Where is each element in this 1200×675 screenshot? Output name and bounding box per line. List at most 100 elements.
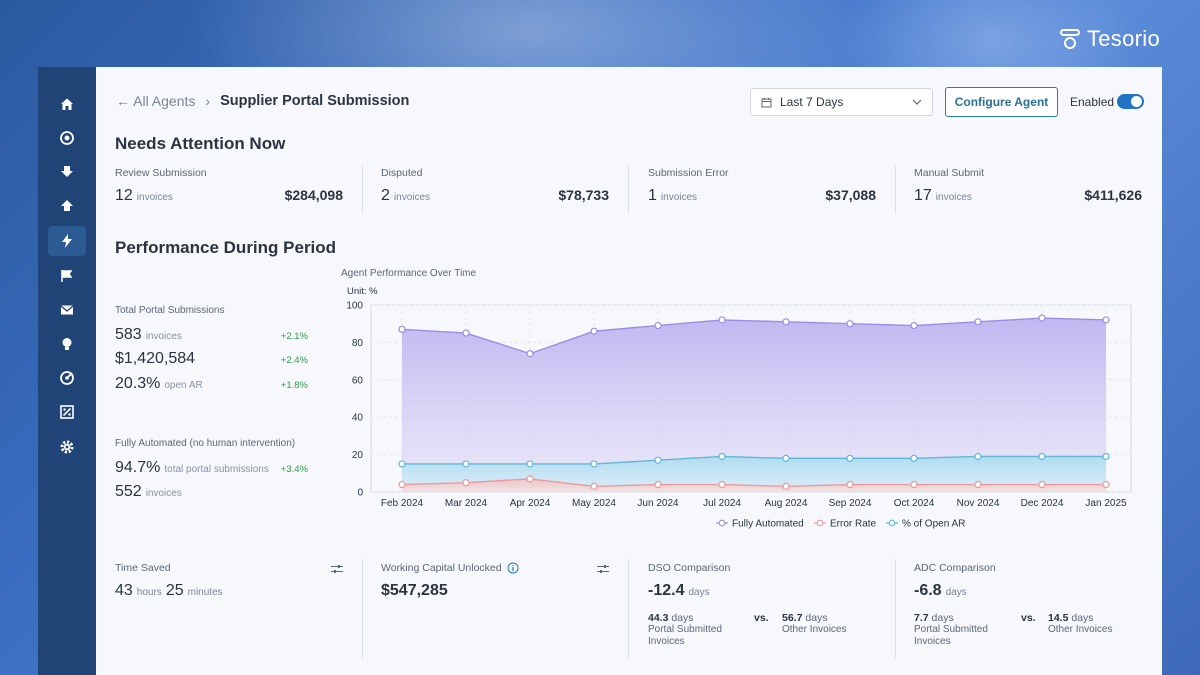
data-point[interactable] [398,325,406,333]
nav-upload[interactable] [48,191,86,221]
nav-agents[interactable] [48,226,86,256]
stat-value: 20.3% [115,375,161,392]
brand-name: Tesorio [1086,26,1160,51]
sliders-icon[interactable] [597,564,609,574]
info-icon[interactable] [507,562,519,574]
data-point[interactable] [1038,480,1046,489]
data-point[interactable] [910,480,918,489]
nav-target[interactable] [48,123,86,153]
legend-swatch-marker [718,519,726,527]
data-point[interactable] [526,350,534,358]
legend-swatch-marker [888,519,896,527]
nav-mail[interactable] [48,295,86,325]
needs-attention-title: Needs Attention Now [115,134,286,153]
nav-settings[interactable] [48,432,86,462]
stat-delta: +3.4% [280,464,308,475]
total-submissions-label: Total Portal Submissions [115,305,225,316]
y-tick-label: 100 [346,301,363,312]
adc-vs: vs. [1021,612,1036,624]
nav-goals[interactable] [48,363,86,393]
back-link[interactable]: ← All Agents [116,93,196,109]
data-point[interactable] [1102,316,1110,324]
attention-unit: invoices [393,192,431,203]
data-point[interactable] [974,480,982,489]
target-icon [60,131,74,145]
nav-home[interactable] [48,89,86,119]
fully-automated-label: Fully Automated (no human intervention) [115,438,296,449]
data-point[interactable] [718,480,726,489]
data-point[interactable] [654,480,662,489]
breadcrumb-separator: › [205,93,211,109]
data-point[interactable] [1038,314,1046,322]
configure-agent-button[interactable]: Configure Agent [945,87,1058,117]
dso-vs: vs. [754,612,769,624]
performance-chart[interactable]: 0 20 40 60 80 100 Feb 2024 Mar 2024 Apr 2024 May … [336,295,1136,535]
data-point[interactable] [846,320,854,328]
data-point[interactable] [590,482,598,490]
divider [895,165,896,213]
data-point[interactable] [910,454,918,462]
time-saved-label: Time Saved [115,562,171,574]
x-tick-label: Sep 2024 [829,498,872,509]
dso-right-label: Other Invoices [782,624,847,635]
nav-download[interactable] [48,157,86,187]
data-point[interactable] [846,480,854,489]
nav-insights[interactable] [48,329,86,359]
data-point[interactable] [782,482,790,490]
data-point[interactable] [1038,452,1046,461]
date-range-select[interactable]: Last 7 Days [750,88,933,116]
data-point[interactable] [398,480,406,489]
sidebar [38,67,96,675]
data-point[interactable] [1102,452,1110,461]
data-point[interactable] [526,460,534,468]
data-point[interactable] [590,460,598,468]
adc-left-unit: days [931,612,954,624]
data-point[interactable] [782,318,790,326]
data-point[interactable] [526,475,534,483]
attention-card-manual-submit[interactable]: Manual Submit 17 invoices $411,626 [914,167,1142,213]
data-point[interactable] [1102,480,1110,489]
attention-amount: $37,088 [825,187,876,203]
date-range-value: Last 7 Days [780,95,844,109]
data-point[interactable] [654,321,662,330]
adc-right-value: 14.5 [1048,612,1069,624]
data-point[interactable] [718,316,726,324]
stat-row: $1,420,584 +2.4% [115,350,308,368]
nav-flag[interactable] [48,261,86,291]
data-point[interactable] [654,456,662,464]
attention-unit: invoices [660,192,698,203]
x-tick-label: Aug 2024 [765,498,808,509]
attention-card-submission-error[interactable]: Submission Error 1 invoices $37,088 [648,167,876,213]
main-panel: ← All Agents › Supplier Portal Submissio… [96,67,1162,675]
stat-row: 552 invoices [115,483,308,501]
stat-row: 94.7% total portal submissions +3.4% [115,459,308,477]
chevron-down-icon [912,99,922,105]
hours-value: 43 [115,582,133,599]
working-capital-label: Working Capital Unlocked [381,562,502,574]
minutes-unit: minutes [187,587,223,598]
attention-count: 12 [115,187,133,204]
data-point[interactable] [910,321,918,330]
data-point[interactable] [462,479,470,487]
nav-percent[interactable] [48,397,86,427]
attention-card-review[interactable]: Review Submission 12 invoices $284,098 [115,167,343,213]
data-point[interactable] [590,327,598,335]
x-tick-label: Nov 2024 [957,498,1000,509]
data-point[interactable] [974,452,982,461]
enabled-toggle[interactable] [1117,94,1144,109]
brand-logo: Tesorio [1059,26,1160,52]
divider [628,165,629,213]
attention-card-disputed[interactable]: Disputed 2 invoices $78,733 [381,167,609,213]
series-line [401,317,1107,355]
sliders-icon[interactable] [331,564,343,574]
data-point[interactable] [462,460,470,468]
data-point[interactable] [782,454,790,462]
data-point[interactable] [846,454,854,462]
data-point[interactable] [398,460,406,468]
data-point[interactable] [718,452,726,461]
data-point[interactable] [462,329,470,337]
flag-icon [61,270,73,282]
data-point[interactable] [974,318,982,326]
bulb-icon [62,338,72,350]
divider [362,559,363,659]
